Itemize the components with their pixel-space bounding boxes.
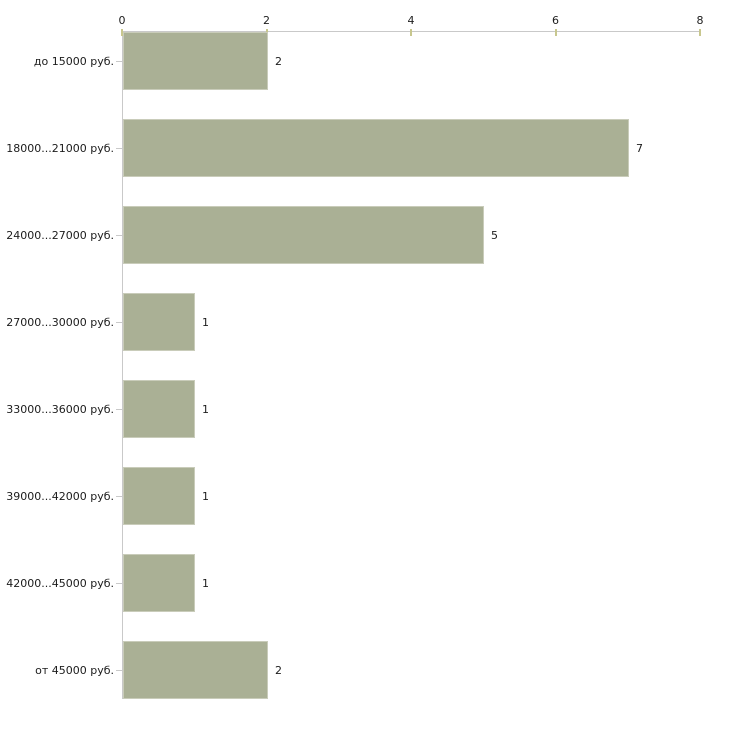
category-label: 42000...45000 руб. [6,576,114,590]
x-tick-label: 4 [407,14,415,27]
value-label: 5 [491,228,498,242]
y-tick-mark [116,322,122,323]
category-label: 18000...21000 руб. [6,141,114,155]
x-tick-label: 8 [696,14,704,27]
y-tick-mark [116,235,122,236]
value-label: 2 [275,663,282,677]
value-label: 1 [202,402,209,416]
category-label: 33000...36000 руб. [6,402,114,416]
bar [123,380,195,438]
value-label: 1 [202,576,209,590]
y-tick-mark [116,583,122,584]
x-tick-mark [410,29,412,36]
category-label: от 45000 руб. [35,663,114,677]
x-tick-mark [699,29,701,36]
bar [123,32,268,90]
x-tick-mark [554,29,557,36]
x-tick-label: 2 [263,14,270,27]
value-label: 1 [202,489,209,503]
category-label: 24000...27000 руб. [6,228,114,242]
bar [123,206,484,264]
bar [123,119,629,177]
y-tick-mark [116,148,122,149]
y-axis-line [122,31,123,699]
bar [123,554,195,612]
x-tick-mark [121,29,123,36]
x-tick-label: 6 [552,14,559,27]
y-tick-mark [116,409,122,410]
bar [123,641,268,699]
value-label: 7 [636,141,643,155]
value-label: 2 [275,54,282,68]
y-tick-mark [116,61,122,62]
y-tick-mark [116,496,122,497]
x-tick-label: 0 [118,14,126,27]
bar [123,467,195,525]
category-label: 39000...42000 руб. [6,489,114,503]
value-label: 1 [202,315,209,329]
y-tick-mark [116,670,122,671]
category-label: до 15000 руб. [33,54,114,68]
category-label: 27000...30000 руб. [6,315,114,329]
bar [123,293,195,351]
